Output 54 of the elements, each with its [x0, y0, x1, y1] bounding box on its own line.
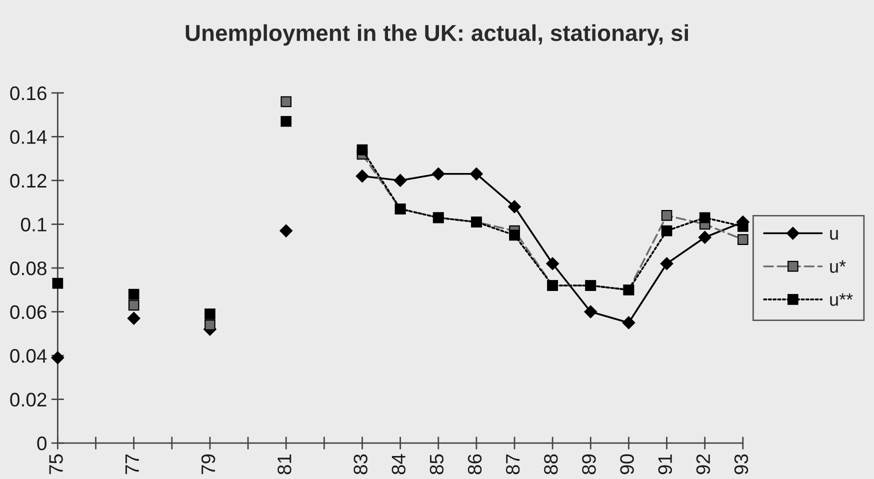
point — [52, 278, 64, 289]
legend-label: u* — [830, 260, 846, 273]
point — [737, 234, 748, 245]
point — [699, 212, 710, 224]
y-tick-label: 0.14 — [10, 130, 47, 144]
x-tick-label: 86 — [468, 454, 482, 474]
x-tick-label: 89 — [582, 454, 596, 474]
point — [127, 312, 140, 325]
y-tick-label: 0 — [37, 436, 47, 450]
point — [204, 319, 216, 330]
point — [280, 116, 292, 127]
y-tick-label: 0.04 — [10, 349, 47, 363]
point — [128, 288, 140, 300]
point — [51, 351, 64, 364]
point — [356, 170, 369, 183]
point — [584, 305, 598, 318]
x-tick-label: 90 — [620, 454, 634, 474]
x-tick-label: 77 — [125, 454, 139, 474]
point — [546, 257, 560, 270]
legend-label: u — [830, 230, 838, 240]
point — [698, 230, 712, 244]
point — [661, 225, 672, 236]
point — [508, 200, 521, 214]
y-tick-label: 0.08 — [10, 261, 46, 276]
x-tick-label: 83 — [354, 454, 368, 474]
point — [660, 257, 674, 270]
point — [470, 167, 483, 180]
point — [356, 144, 368, 156]
point — [394, 174, 407, 187]
y-tick-label: 0.1 — [21, 218, 46, 232]
x-tick-label: 91 — [658, 454, 672, 474]
point — [432, 167, 445, 180]
x-tick-label: 85 — [430, 454, 444, 474]
x-tick-label: 93 — [734, 454, 748, 474]
legend-label: u** — [830, 293, 853, 306]
y-tick-label: 0.12 — [10, 174, 46, 188]
y-tick-label: 0.06 — [10, 305, 46, 320]
point — [128, 300, 140, 311]
x-tick-label: 81 — [278, 454, 292, 474]
y-tick-label: 0.16 — [10, 86, 46, 100]
point — [509, 230, 520, 241]
point — [280, 96, 292, 108]
point — [204, 308, 216, 320]
x-tick-label: 75 — [49, 454, 63, 474]
point — [661, 210, 672, 221]
x-tick-label: 79 — [201, 454, 216, 474]
x-tick-label: 84 — [392, 454, 406, 474]
x-tick-label: 87 — [506, 454, 520, 474]
x-tick-label: 92 — [696, 454, 710, 474]
x-tick-label: 88 — [544, 454, 558, 474]
chart-title: Unemployment in the UK: actual, stationary, si — [186, 24, 688, 46]
point — [622, 316, 636, 330]
point — [280, 224, 293, 238]
y-tick-label: 0.02 — [10, 392, 46, 407]
